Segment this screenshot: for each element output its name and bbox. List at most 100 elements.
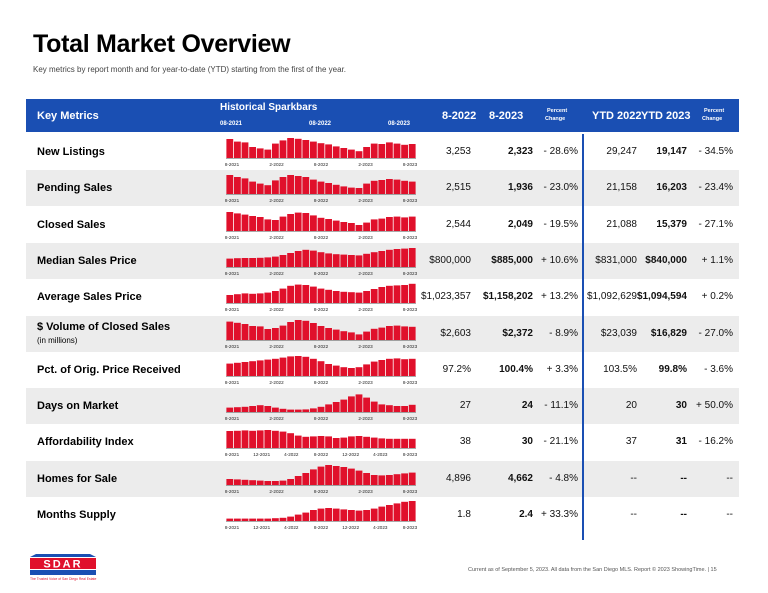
table-header: Key Metrics Historical Sparkbars 08-2021… (26, 99, 739, 132)
sparkbar-axis-label: 8-2022 (314, 271, 329, 276)
sparkbar (272, 219, 279, 231)
sparkbar (264, 518, 272, 521)
sparkbar (272, 358, 279, 376)
sparkbar (226, 258, 234, 267)
sparkbar-axis-label: 8-2021 (225, 235, 240, 240)
sparkbar (294, 250, 302, 267)
sparkbar (249, 479, 256, 485)
sparkbar (256, 257, 264, 267)
sparkbar (264, 292, 272, 304)
sparkbar-axis-label: 2-2022 (269, 198, 284, 203)
metric-row: Months Supply 8-2021 12-2021 4-2022 8-2022 12… (26, 497, 739, 533)
sparkbar (340, 148, 348, 158)
sparkbar (294, 212, 302, 231)
value-month-pct: + 13.2% (541, 291, 578, 303)
page-subtitle: Key metrics by report month and for year… (33, 65, 347, 74)
sparkbar-axis-label: 12-2022 (342, 525, 359, 530)
sparkbar (287, 252, 294, 267)
sparkbar (287, 433, 294, 449)
metric-row: New Listings 8-2021 2-2022 8-2022 2-2023 8-20… (26, 134, 739, 170)
sparkbar (408, 472, 416, 485)
sparkbar (279, 288, 287, 304)
sparkbar (386, 285, 393, 304)
sparkbar (256, 148, 264, 158)
sparkbar (249, 257, 256, 267)
sparkbar-axis-label: 2-2022 (269, 416, 284, 421)
sparkbar-axis-label: 2-2022 (269, 489, 284, 494)
sparkbar (226, 363, 234, 376)
sparkbar (332, 291, 340, 304)
sparkbar (226, 175, 234, 195)
sparkbar (370, 289, 378, 304)
sparkbar (294, 355, 302, 376)
sparkbar-axis-label: 8-2022 (314, 489, 329, 494)
sparkbar (226, 139, 234, 158)
header-pct-change-2b: Change (702, 116, 723, 122)
sparkbar (234, 258, 241, 267)
sparkbar-axis-label: 8-2023 (403, 452, 418, 457)
sparkbar (355, 510, 363, 521)
sparkbar-axis-label: 2-2022 (269, 344, 284, 349)
sparkbar (226, 211, 234, 231)
metric-label: Days on Market (37, 400, 119, 413)
header-pct-change-1a: Percent (547, 108, 568, 114)
value-month-pct: - 23.0% (543, 182, 578, 194)
sparkbar (363, 437, 370, 449)
value-month-curr: 2,323 (507, 146, 533, 157)
sparkbar (386, 505, 393, 521)
header-month-prev: 8-2022 (442, 110, 477, 122)
header-pct-change-2a: Percent (704, 108, 725, 114)
sparkbar (386, 249, 393, 267)
sparkbar (256, 430, 264, 449)
sparkbar (363, 291, 370, 304)
sparkbar (241, 361, 249, 376)
sparkbar (256, 480, 264, 485)
sparkbar (348, 254, 355, 267)
header-sparkbars: Historical Sparkbars (220, 102, 318, 113)
header-ytd-prev: YTD 2022 (592, 110, 642, 122)
sparkbar-axis-label: 2-2022 (269, 380, 284, 385)
sparkbar (294, 319, 302, 340)
sparkbar (355, 255, 363, 267)
sparkbar-chart: 8-2021 12-2021 4-2022 8-2022 12-2022 4-2023 8-… (225, 501, 418, 530)
sparkbar (310, 358, 317, 376)
sparkbar (348, 468, 355, 485)
metric-label: Homes for Sale (37, 472, 118, 485)
sparkbar (294, 475, 302, 485)
sparkbar (317, 325, 325, 340)
sparkbar (234, 362, 241, 376)
sparkbar (393, 503, 401, 521)
logo-tagline: The Trusted Voice of San Diego Real Esta… (30, 577, 96, 581)
sparkbar (363, 222, 370, 231)
sparkbar (294, 176, 302, 195)
sparkbar (272, 327, 279, 340)
sparkbar (408, 181, 416, 195)
value-month-pct: - 19.5% (543, 218, 578, 230)
sparkbar (401, 406, 408, 413)
sparkbar-chart: 8-2021 2-2022 8-2022 2-2023 8-2023 (225, 464, 418, 494)
sparkbar (408, 283, 416, 304)
sparkbar-axis-label: 8-2023 (403, 271, 418, 276)
header-ytd-curr: YTD 2023 (641, 110, 691, 122)
sparkbar (226, 321, 234, 340)
sparkbar-axis-label: 8-2021 (225, 198, 240, 203)
value-month-prev: $800,000 (429, 254, 471, 266)
value-ytd-pct: - 23.4% (698, 182, 733, 194)
sparkbar (363, 364, 370, 376)
sparkbar (234, 177, 241, 195)
sparkbar (393, 358, 401, 376)
sparkbar (302, 409, 310, 413)
value-ytd-prev: -- (630, 509, 637, 520)
sparkbar (264, 149, 272, 158)
value-month-pct: + 33.3% (541, 509, 578, 520)
sparkbar (325, 363, 332, 376)
sparkbar (393, 216, 401, 231)
sparkbar (272, 431, 279, 449)
sparkbar-axis-label: 8-2023 (403, 235, 418, 240)
metric-row: Affordability Index 8-2021 12-2021 4-2022 8-… (26, 424, 739, 460)
metric-row: Pending Sales 8-2021 2-2022 8-2022 2-2023 8-2… (26, 170, 739, 207)
sparkbar (294, 435, 302, 449)
value-ytd-prev: 103.5% (603, 363, 637, 375)
sparkbar (241, 406, 249, 413)
sparkbar (249, 147, 256, 158)
